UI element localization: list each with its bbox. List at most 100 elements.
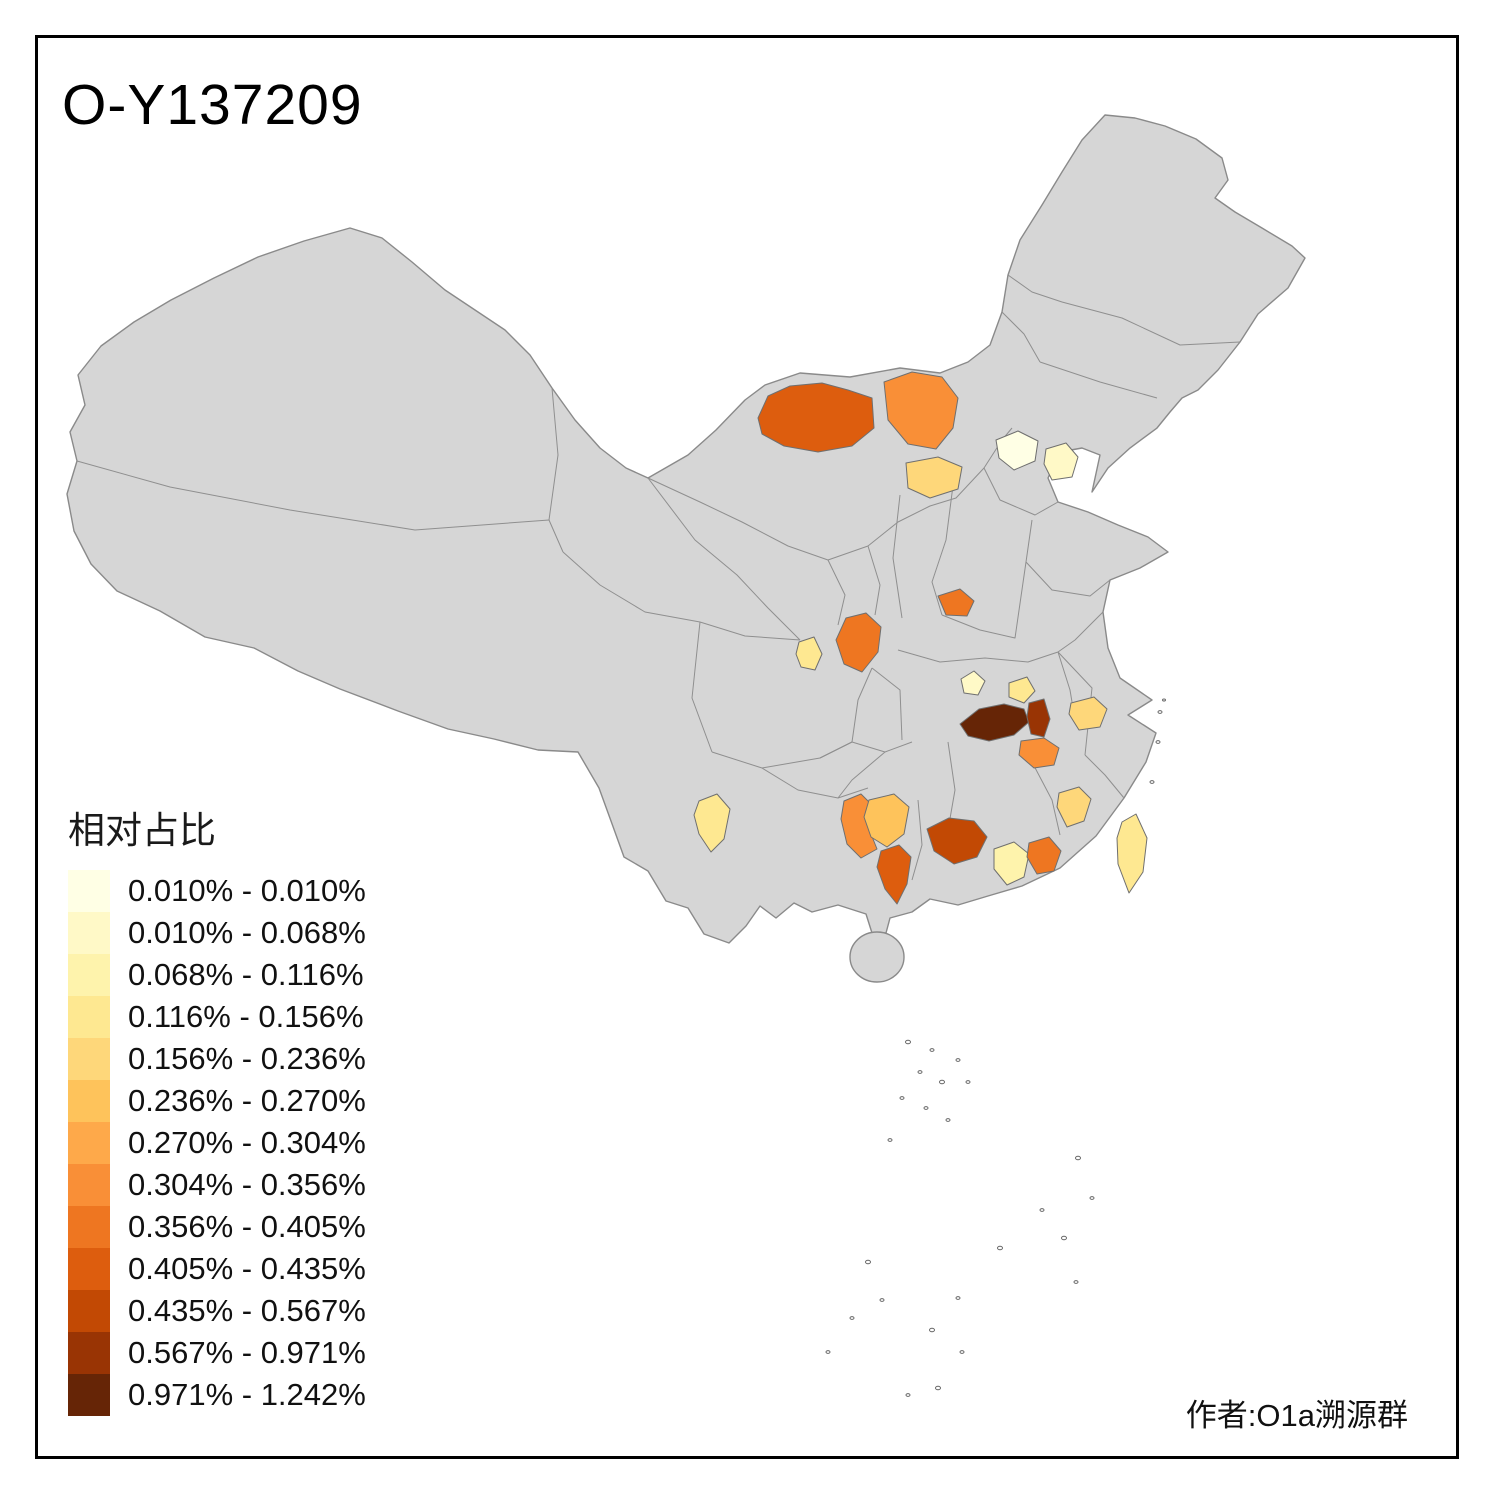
- province-boundary-line: [647, 477, 801, 641]
- legend-item-10: 0.405% - 0.435%: [68, 1248, 366, 1290]
- sea-island-speck: [1075, 1155, 1081, 1161]
- legend-label: 0.236% - 0.270%: [128, 1083, 366, 1118]
- province-boundary-line: [1031, 761, 1061, 836]
- province-boundary-line: [1057, 611, 1104, 653]
- legend-swatch: [68, 1122, 110, 1164]
- legend-label: 0.156% - 0.236%: [128, 1041, 366, 1076]
- province-boundary-line: [837, 751, 886, 799]
- legend-item-13: 0.971% - 1.242%: [68, 1374, 366, 1416]
- province-boundary-line: [897, 649, 1059, 663]
- sea-island-speck: [935, 1385, 941, 1391]
- sea-island-speck: [905, 1393, 911, 1397]
- sea-island-speck: [1155, 740, 1161, 744]
- province-boundary-line: [941, 561, 1027, 639]
- sea-islands: [825, 698, 1166, 1397]
- sea-island-speck: [849, 1316, 855, 1320]
- map-region-south-02: [863, 793, 910, 848]
- map-region-north-01: [757, 382, 875, 453]
- sea-island-speck: [917, 1070, 923, 1074]
- legend-swatch: [68, 870, 110, 912]
- sea-island-speck: [965, 1080, 971, 1084]
- sea-island-speck: [899, 1096, 905, 1100]
- province-boundary-line: [827, 559, 846, 626]
- province-boundary-line: [548, 387, 564, 553]
- legend-item-12: 0.567% - 0.971%: [68, 1332, 366, 1374]
- map-region-north-05: [1043, 442, 1079, 481]
- legend-item-2: 0.010% - 0.068%: [68, 912, 366, 954]
- map-region-center-07: [960, 670, 986, 696]
- province-boundary-line: [892, 494, 903, 619]
- legend-swatch: [68, 1164, 110, 1206]
- map-region-east-01: [1068, 696, 1108, 731]
- sea-island-speck: [1149, 780, 1155, 784]
- province-boundary-line: [647, 427, 1013, 561]
- legend-swatch: [68, 1332, 110, 1374]
- province-boundary-line: [1001, 311, 1041, 363]
- sea-island-speck: [865, 1259, 871, 1265]
- sea-island-speck: [997, 1245, 1003, 1251]
- legend-label: 0.971% - 1.242%: [128, 1377, 366, 1412]
- sea-island-speck: [879, 1298, 885, 1302]
- sea-island-speck: [1061, 1235, 1067, 1241]
- sea-island-speck: [959, 1350, 965, 1354]
- legend-label: 0.435% - 0.567%: [128, 1293, 366, 1328]
- sea-island-speck: [905, 1039, 911, 1045]
- sea-island-speck: [1089, 1196, 1095, 1200]
- map-region-center-08: [1008, 676, 1036, 704]
- map-region-south-06: [1026, 836, 1062, 875]
- map-region-southwest-01: [693, 793, 731, 853]
- legend: 相对占比 0.010% - 0.010% 0.010% - 0.068% 0.068…: [68, 800, 366, 1416]
- legend-label: 0.356% - 0.405%: [128, 1209, 366, 1244]
- legend-swatch: [68, 1206, 110, 1248]
- province-boundary-line: [1025, 519, 1111, 597]
- map-region-taiwan: [1116, 813, 1148, 894]
- province-boundary-line: [947, 741, 956, 831]
- province-boundary-line: [76, 460, 550, 531]
- sea-island-speck: [1162, 698, 1166, 702]
- legend-item-4: 0.116% - 0.156%: [68, 996, 366, 1038]
- sea-island-speck: [825, 1350, 831, 1354]
- legend-item-1: 0.010% - 0.010%: [68, 870, 366, 912]
- province-boundary-line: [851, 667, 873, 743]
- province-boundary-line: [691, 621, 713, 753]
- legend-item-6: 0.236% - 0.270%: [68, 1080, 366, 1122]
- map-region-center-02: [835, 612, 882, 673]
- province-boundary-line: [871, 667, 903, 741]
- province-boundary-line: [867, 545, 881, 616]
- legend-swatch: [68, 1248, 110, 1290]
- legend-swatch: [68, 996, 110, 1038]
- map-region-south-05: [993, 841, 1030, 886]
- legend-label: 0.270% - 0.304%: [128, 1125, 366, 1160]
- province-boundary-line: [931, 469, 956, 616]
- sea-island-speck: [1039, 1208, 1045, 1212]
- legend-swatch: [68, 954, 110, 996]
- legend-label: 0.405% - 0.435%: [128, 1251, 366, 1286]
- province-boundary-line: [911, 799, 923, 881]
- legend-swatch: [68, 1038, 110, 1080]
- legend-item-5: 0.156% - 0.236%: [68, 1038, 366, 1080]
- province-boundary-line: [1061, 301, 1241, 346]
- legend-swatch: [68, 1290, 110, 1332]
- sea-island-speck: [955, 1296, 961, 1300]
- legend-item-9: 0.356% - 0.405%: [68, 1206, 366, 1248]
- legend-label: 0.010% - 0.010%: [128, 873, 366, 908]
- map-region-south-03: [876, 844, 912, 905]
- sea-island-speck: [955, 1058, 961, 1062]
- sea-island-speck: [929, 1327, 935, 1333]
- province-boundary-line: [1057, 651, 1073, 703]
- sea-island-speck: [923, 1106, 929, 1110]
- sea-island-speck: [939, 1079, 945, 1085]
- province-boundary-line: [699, 621, 801, 641]
- legend-items: 0.010% - 0.010% 0.010% - 0.068% 0.068% - 0…: [68, 870, 366, 1416]
- sea-island-speck: [887, 1138, 893, 1142]
- figure-title: O-Y137209: [62, 73, 363, 137]
- province-boundary-line: [562, 551, 701, 623]
- map-region-center-06: [1018, 737, 1060, 769]
- legend-item-11: 0.435% - 0.567%: [68, 1290, 366, 1332]
- legend-label: 0.304% - 0.356%: [128, 1167, 366, 1202]
- province-boundary-line: [1084, 754, 1125, 799]
- legend-label: 0.068% - 0.116%: [128, 957, 364, 992]
- hainan-island: [849, 931, 905, 983]
